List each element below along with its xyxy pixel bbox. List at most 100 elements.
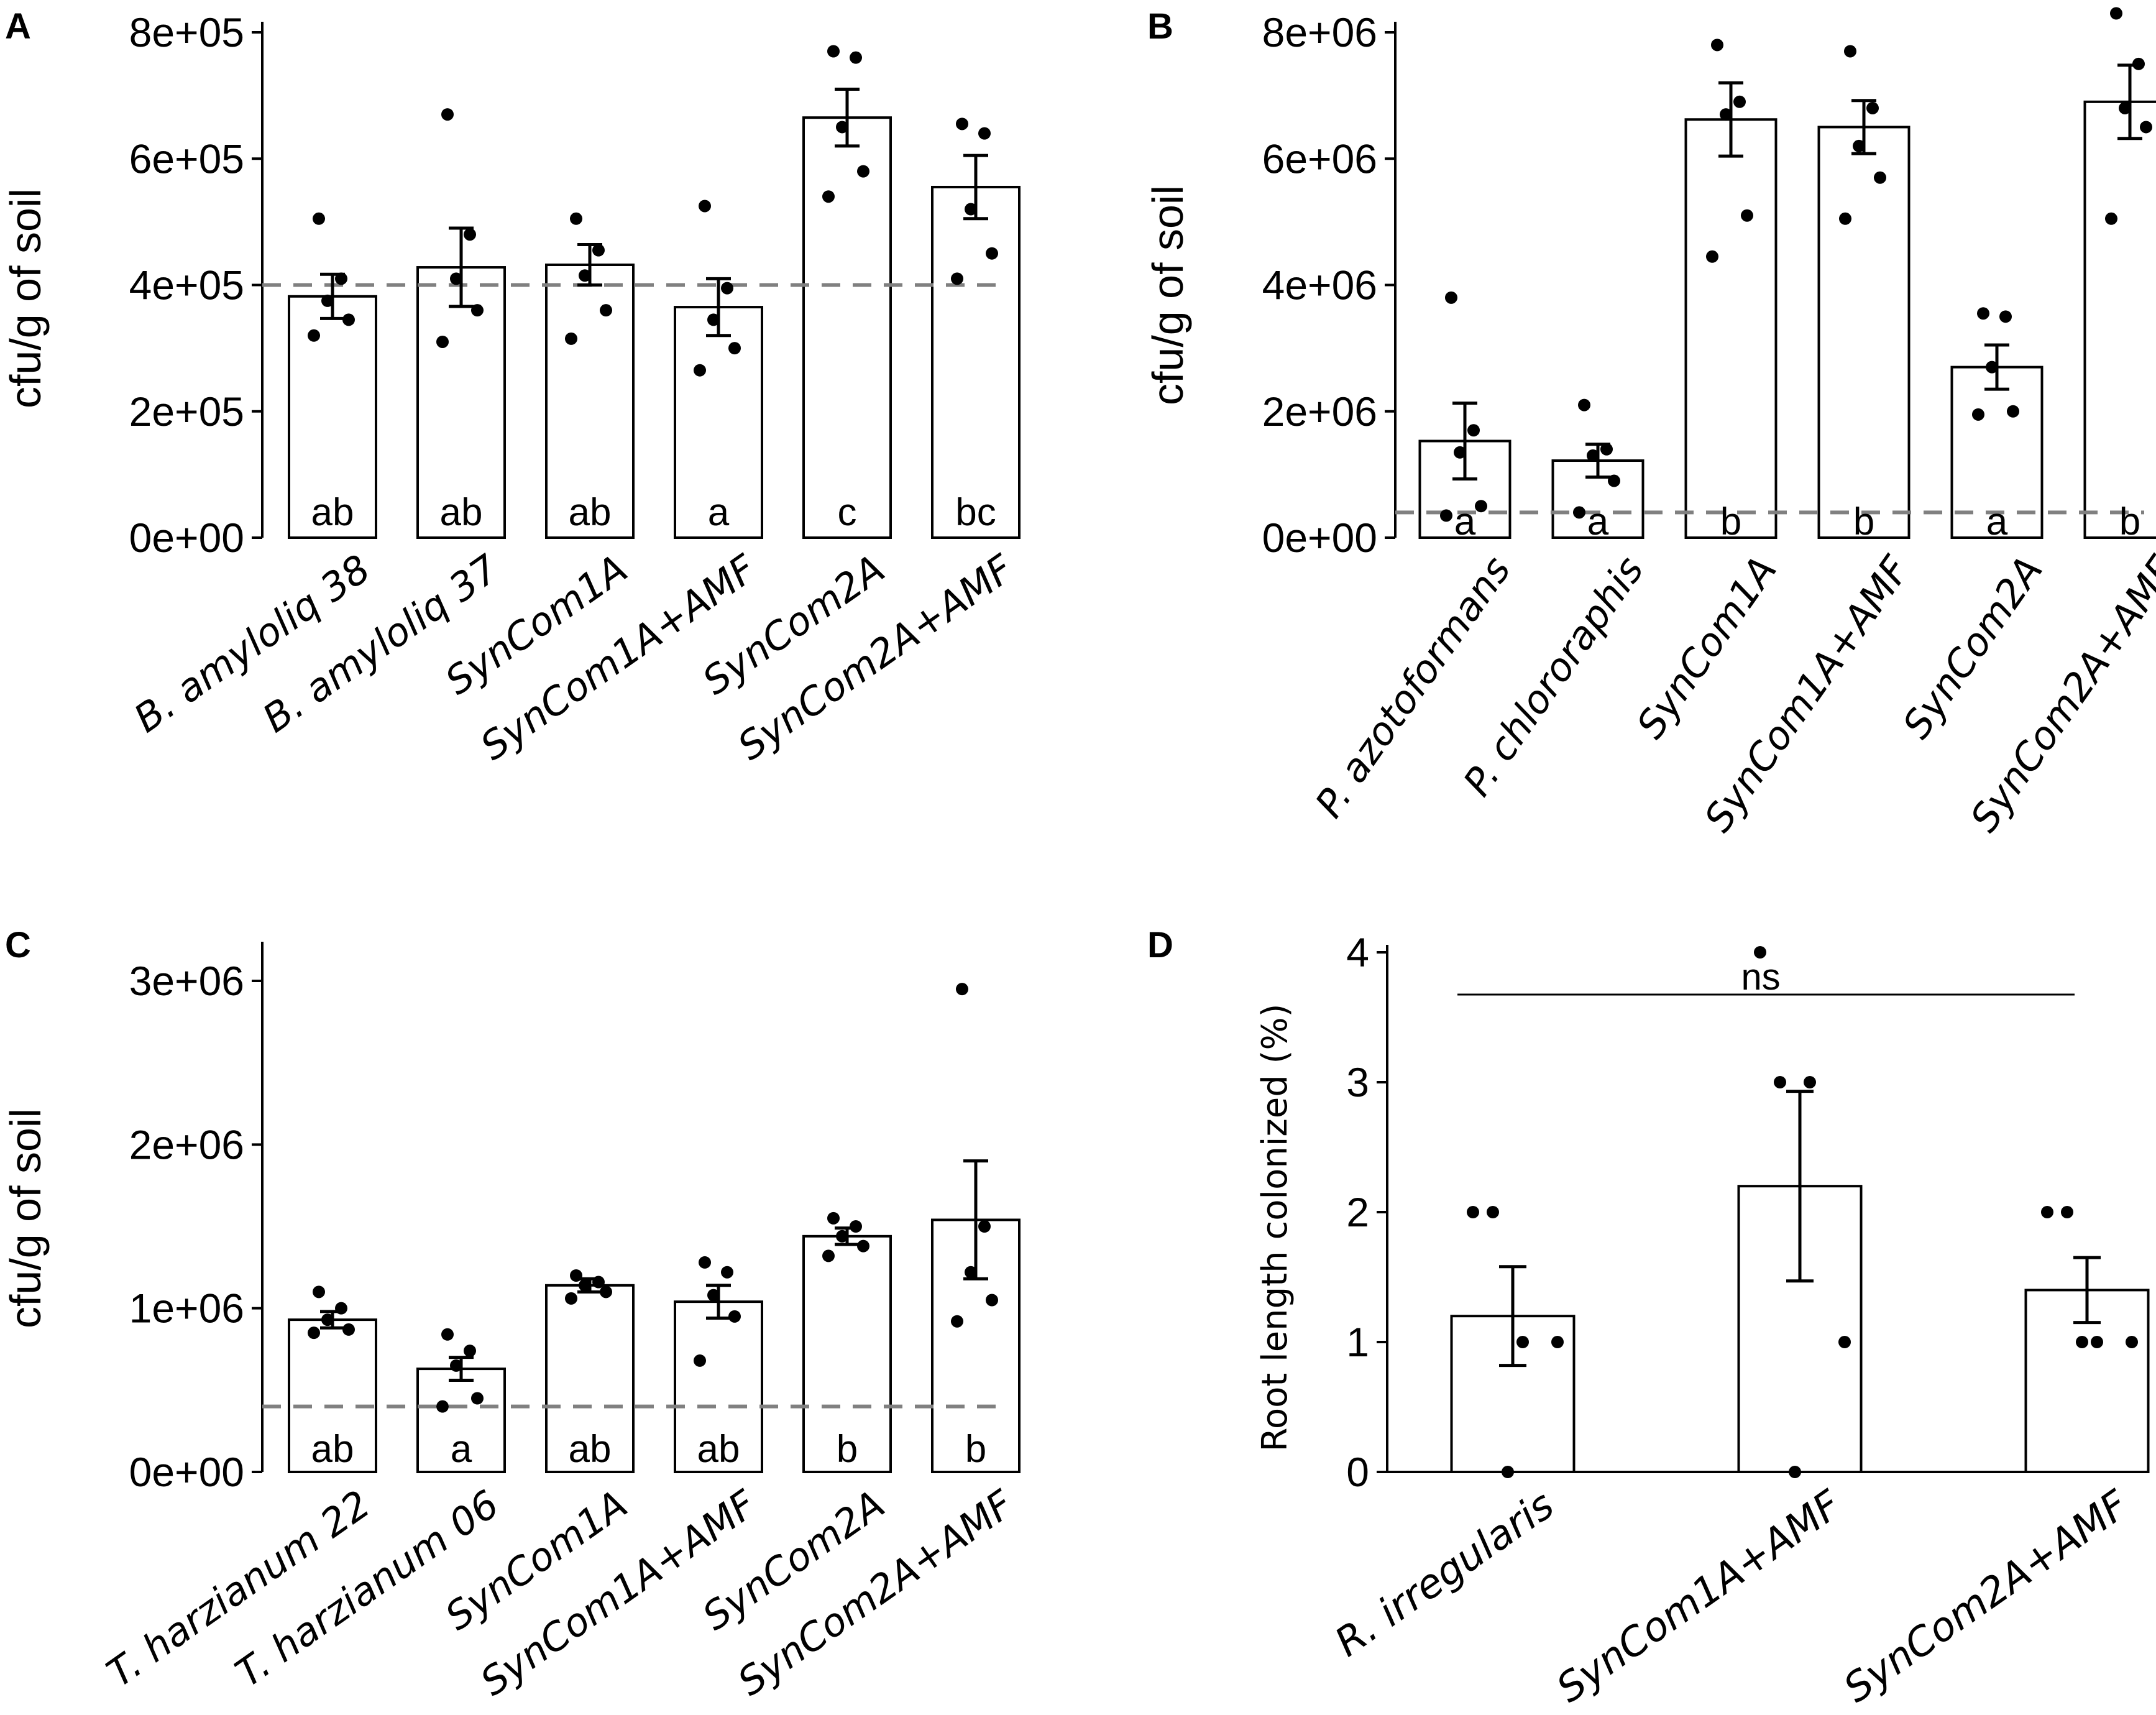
y-tick-label: 2e+06 [1262, 389, 1377, 434]
bar [802, 116, 892, 540]
bar [288, 1318, 377, 1474]
bar [545, 263, 635, 539]
significance-letter: ab [569, 491, 612, 534]
data-point [2110, 7, 2122, 20]
data-point [2076, 1336, 2088, 1348]
data-point [707, 313, 720, 326]
y-tick-label: 0e+00 [129, 1449, 244, 1495]
data-point [600, 304, 612, 317]
significance-letter: a [1986, 500, 2008, 543]
significance-letter: c [838, 491, 857, 534]
data-point [592, 1276, 605, 1289]
y-tick-label: 3 [1346, 1059, 1369, 1105]
y-tick-label: 3e+06 [129, 958, 244, 1004]
data-point [978, 1220, 991, 1233]
data-point [1986, 361, 1998, 374]
data-point [471, 304, 484, 317]
data-point [308, 1326, 320, 1340]
data-point [2041, 1206, 2053, 1218]
bar [931, 185, 1021, 539]
y-tick-label: 4e+05 [129, 262, 244, 308]
data-point [579, 1279, 591, 1292]
data-point [2061, 1206, 2073, 1218]
data-point [342, 1323, 355, 1336]
significance-letter: a [708, 491, 730, 534]
data-point [1838, 1336, 1851, 1348]
data-point [450, 272, 462, 285]
data-point [600, 1285, 612, 1299]
panel-a-y-axis-label: cfu/g of soil [1, 188, 50, 408]
bar [288, 295, 377, 539]
data-point [721, 282, 733, 295]
data-point [2119, 101, 2131, 114]
data-point [313, 1285, 325, 1299]
data-point [1874, 171, 1886, 184]
data-point [1475, 500, 1487, 513]
significance-letter: ab [697, 1428, 740, 1471]
data-point [471, 1392, 484, 1405]
data-point [570, 212, 582, 225]
data-point [850, 51, 862, 64]
data-point [2007, 405, 2019, 418]
panel-b-y-axis-label: cfu/g of soil [1144, 185, 1192, 405]
data-point [342, 313, 355, 326]
data-point [1573, 506, 1585, 519]
data-point [822, 1249, 835, 1262]
bar [1950, 366, 2044, 539]
y-tick-label: 0e+00 [129, 515, 244, 561]
data-point [1804, 1076, 1816, 1088]
data-point [1587, 449, 1599, 462]
y-tick-label: 4e+06 [1262, 262, 1377, 308]
data-point [857, 1239, 869, 1253]
data-point [308, 329, 320, 342]
data-point [1839, 212, 1851, 225]
panel-d-y-axis-label: Root length colonized (%) [1255, 1004, 1295, 1452]
y-tick-label: 0 [1346, 1449, 1369, 1495]
significance-letter: ab [569, 1428, 612, 1471]
data-point [694, 364, 706, 377]
data-point [836, 121, 848, 134]
significance-letter: b [1853, 500, 1874, 543]
significance-letter: b [1720, 500, 1741, 543]
data-point [1487, 1206, 1499, 1218]
bar [1684, 118, 1778, 539]
bar [1817, 126, 1911, 539]
data-point [1844, 45, 1856, 58]
significance-letter: bc [955, 491, 996, 534]
data-point [951, 272, 963, 285]
data-point [728, 342, 741, 355]
data-point [978, 127, 991, 140]
data-point [822, 190, 835, 203]
significance-letter: ab [311, 1428, 354, 1471]
data-point [850, 1220, 862, 1233]
data-point [986, 247, 998, 260]
data-point [464, 1345, 476, 1358]
data-point [313, 212, 325, 225]
data-point [464, 228, 476, 241]
data-point [565, 1292, 577, 1305]
data-point [2140, 121, 2152, 134]
data-point [827, 45, 840, 58]
y-tick-label: 8e+06 [1262, 9, 1377, 55]
bar [802, 1235, 892, 1474]
data-point [694, 1354, 706, 1367]
data-point [436, 1400, 449, 1413]
data-point [1789, 1466, 1801, 1478]
significance-letter: b [965, 1428, 986, 1471]
y-tick-label: 1 [1346, 1319, 1369, 1365]
bar [2083, 100, 2156, 540]
data-point [857, 165, 869, 178]
data-point [956, 117, 968, 131]
data-point [1454, 446, 1466, 459]
bar [674, 1300, 763, 1473]
data-point [335, 272, 347, 285]
significance-letter: a [1454, 500, 1476, 543]
data-point [699, 1256, 711, 1269]
data-point [1866, 101, 1879, 114]
y-tick-label: 6e+06 [1262, 136, 1377, 182]
data-point [956, 983, 968, 996]
y-tick-label: 1e+06 [129, 1285, 244, 1331]
data-point [707, 1289, 720, 1302]
data-point [321, 1313, 334, 1326]
data-point [436, 335, 449, 348]
